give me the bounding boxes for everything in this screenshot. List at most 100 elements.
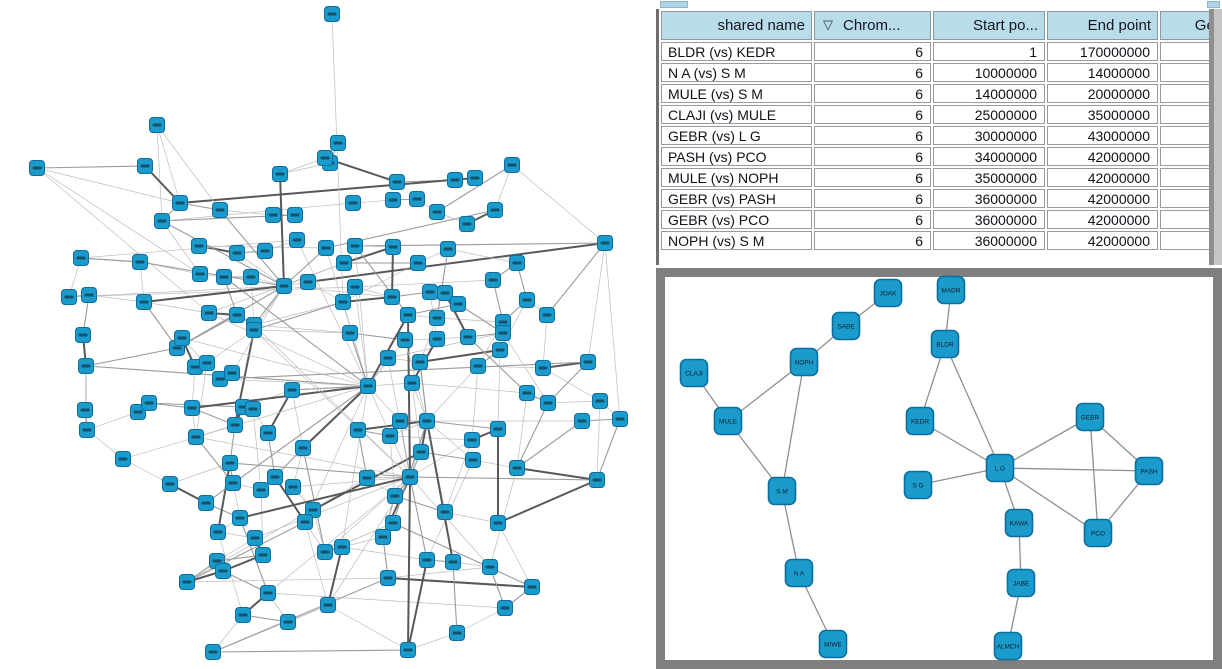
network-edge[interactable] [516,402,549,469]
network-edge[interactable] [342,296,393,303]
network-node-noph[interactable]: NOPH [789,347,819,377]
column-header-chrom-[interactable]: ▽ Chrom... [814,11,931,40]
cell-value[interactable]: 14000000 [933,84,1045,103]
table-scroll-area[interactable]: shared name ▽ Chrom... Start po... End point… [656,9,1209,265]
cell-value[interactable]: 42000000 [1047,168,1158,187]
network-edge[interactable] [195,362,208,438]
network-edge[interactable] [596,400,601,481]
cell-value[interactable]: 14000000 [1047,63,1158,82]
cell-value[interactable]: 6 [814,147,931,166]
network-edge[interactable] [223,276,369,387]
cell-value[interactable]: 16.9 [1160,126,1209,145]
network-edge[interactable] [291,385,369,391]
network-edge[interactable] [781,361,805,492]
table-row[interactable]: PASH (vs) PCO6340000004200000011.4 [661,147,1209,166]
network-edge[interactable] [387,332,504,359]
network-node-almch[interactable]: ALMCH [993,631,1023,661]
network-edge[interactable] [252,408,262,491]
network-edge[interactable] [156,124,221,211]
network-edge[interactable] [302,385,369,449]
cell-value[interactable]: 170000000 [1047,42,1158,61]
network-edge[interactable] [239,476,411,519]
network-edge[interactable] [542,314,548,369]
network-edge[interactable] [327,546,343,606]
network-edge[interactable] [161,202,354,222]
network-edge[interactable] [212,649,409,653]
network-edge[interactable] [354,286,369,387]
network-edge[interactable] [191,385,369,409]
network-edge[interactable] [546,242,606,316]
network-edge[interactable] [456,607,506,634]
network-node-sm[interactable]: S M [767,476,797,506]
network-edge[interactable] [436,248,449,319]
network-edge[interactable] [447,248,518,264]
network-node-na[interactable]: N A [784,558,814,588]
network-edge[interactable] [304,385,369,523]
network-edge[interactable] [169,462,231,485]
network-edge[interactable] [516,392,528,469]
network-edge[interactable] [85,365,88,431]
network-edge[interactable] [444,511,499,524]
network-edge[interactable] [444,439,473,513]
network-edge[interactable] [420,451,474,461]
network-edge[interactable] [36,167,181,204]
network-edge[interactable] [409,476,428,561]
network-edge[interactable] [391,246,394,298]
table-row[interactable]: NOPH (vs) S M636000000420000009.9 [661,231,1209,250]
network-edge[interactable] [1089,416,1099,534]
cell-value[interactable]: 34000000 [933,147,1045,166]
network-edge[interactable] [254,476,411,539]
network-edge[interactable] [502,332,549,404]
network-edge[interactable] [68,285,285,298]
network-edge[interactable] [409,476,491,568]
cell-value[interactable]: 30000000 [933,126,1045,145]
network-edge[interactable] [253,329,411,478]
network-edge[interactable] [436,164,513,213]
cell-shared-name[interactable]: NOPH (vs) S M [661,231,812,250]
cell-value[interactable]: 1 [933,42,1045,61]
network-edge[interactable] [143,285,285,303]
network-edge[interactable] [511,164,606,244]
network-edge[interactable] [161,220,285,287]
network-edge[interactable] [36,165,146,169]
network-edge[interactable] [944,343,1001,469]
network-edge[interactable] [407,476,411,651]
network-edge[interactable] [195,436,411,478]
cell-value[interactable]: 10.5 [1160,168,1209,187]
network-edge[interactable] [122,385,369,460]
cell-value[interactable]: 6 [814,168,931,187]
cell-value[interactable]: 42000000 [1047,231,1158,250]
cell-value[interactable]: 7.5 [1160,84,1209,103]
network-node-sabe[interactable]: SABE [831,311,861,341]
network-node-madr[interactable]: MADR [936,275,966,305]
network-edge[interactable] [349,332,406,341]
cell-value[interactable]: 36000000 [933,189,1045,208]
network-edge[interactable] [354,245,409,316]
network-edge[interactable] [407,303,459,316]
network-edge[interactable] [999,416,1091,469]
network-edge[interactable] [253,329,351,334]
network-edge[interactable] [206,329,255,364]
network-edge[interactable] [409,476,598,481]
network-node-gebr[interactable]: GEBR [1075,402,1105,432]
network-edge[interactable] [179,177,476,204]
network-edge[interactable] [387,566,491,579]
detail-network-svg[interactable]: JOAK MADR SABE BLDR NOPH CLAJI MULE KEDR GEBR L G… [656,268,1222,669]
network-edge[interactable] [436,317,504,323]
network-edge[interactable] [253,324,351,334]
network-edge[interactable] [409,439,473,478]
cell-value[interactable]: 6 [814,84,931,103]
network-edge[interactable] [327,604,409,651]
network-edge[interactable] [195,436,234,484]
cell-value[interactable]: 8.4 [1160,210,1209,229]
cell-shared-name[interactable]: GEBR (vs) L G [661,126,812,145]
network-edge[interactable] [392,522,533,588]
network-edge[interactable] [411,382,422,453]
network-edge[interactable] [36,167,210,314]
network-edge[interactable] [236,252,285,287]
network-edge[interactable] [260,489,264,556]
network-edge[interactable] [604,242,621,420]
network-edge[interactable] [85,347,178,367]
table-row[interactable]: N A (vs) S M610000000140000006.6 [661,63,1209,82]
network-edge[interactable] [426,420,454,563]
